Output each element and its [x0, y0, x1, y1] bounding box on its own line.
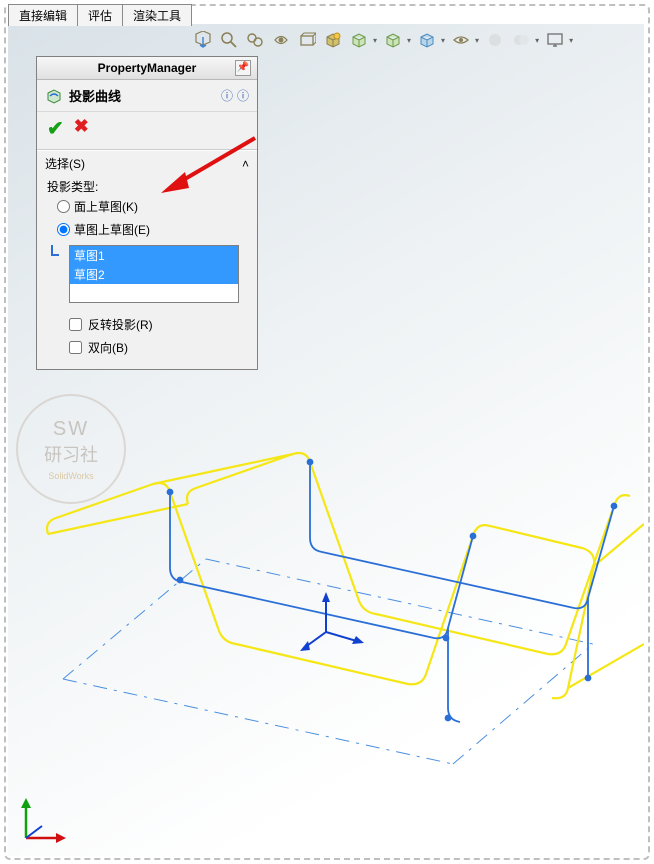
- checkbox-reverse-label: 反转投影(R): [88, 316, 153, 333]
- property-manager-panel: PropertyManager 📌 投影曲线 ⓘ ⓘ ✔ ✖ 选择(S) ˄ 投…: [36, 56, 258, 370]
- checkbox-bidir-input[interactable]: [69, 341, 82, 354]
- cancel-button[interactable]: ✖: [74, 116, 89, 141]
- help2-icon[interactable]: ⓘ: [237, 87, 249, 104]
- watermark: SW 研习社 SolidWorks: [16, 394, 126, 504]
- dropdown-icon[interactable]: ▾: [475, 36, 479, 45]
- panel-title: PropertyManager 📌: [37, 57, 257, 80]
- view-toolbar: ▾ ▾ ▾ ▾ ▾ ▾: [193, 30, 573, 50]
- appearance-icon[interactable]: [485, 30, 505, 50]
- panel-title-text: PropertyManager: [98, 61, 197, 75]
- callout-arrow: [155, 128, 265, 208]
- section-view-icon[interactable]: [271, 30, 291, 50]
- watermark-line2: 研习社: [44, 441, 98, 467]
- zoom-area-icon[interactable]: [219, 30, 239, 50]
- box1-icon[interactable]: [349, 30, 369, 50]
- screen-icon[interactable]: [545, 30, 565, 50]
- checkbox-bidir-label: 双向(B): [88, 339, 128, 356]
- watermark-line1: SW: [53, 418, 89, 441]
- section-title: 选择(S): [45, 155, 85, 172]
- feature-name: 投影曲线: [69, 86, 217, 105]
- projected-curve-icon: [45, 87, 63, 105]
- help-icon[interactable]: ⓘ: [221, 87, 233, 104]
- sketch-list-icon: [49, 241, 67, 259]
- checkbox-bidir[interactable]: 双向(B): [47, 336, 247, 359]
- list-item[interactable]: 草图1: [70, 246, 238, 265]
- radio-face-sketch-label: 面上草图(K): [74, 198, 138, 215]
- hide-show-icon[interactable]: [451, 30, 471, 50]
- checkbox-reverse[interactable]: 反转投影(R): [47, 313, 247, 336]
- pin-icon[interactable]: 📌: [235, 60, 251, 76]
- scene-icon[interactable]: [511, 30, 531, 50]
- box2-icon[interactable]: [383, 30, 403, 50]
- prev-view-icon[interactable]: [245, 30, 265, 50]
- tab-evaluate[interactable]: 评估: [77, 4, 123, 26]
- checkbox-reverse-input[interactable]: [69, 318, 82, 331]
- radio-sketch-sketch-label: 草图上草图(E): [74, 221, 150, 238]
- command-tabs: 直接编辑 评估 渲染工具: [8, 4, 191, 26]
- dropdown-icon[interactable]: ▾: [441, 36, 445, 45]
- tab-render-tools[interactable]: 渲染工具: [122, 4, 192, 26]
- feature-header: 投影曲线 ⓘ ⓘ: [37, 80, 257, 112]
- ok-button[interactable]: ✔: [47, 116, 64, 141]
- radio-sketch-sketch-input[interactable]: [57, 223, 70, 236]
- zoom-fit-icon[interactable]: [193, 30, 213, 50]
- watermark-line3: SolidWorks: [48, 471, 93, 481]
- dropdown-icon[interactable]: ▾: [407, 36, 411, 45]
- dropdown-icon[interactable]: ▾: [373, 36, 377, 45]
- dropdown-icon[interactable]: ▾: [569, 36, 573, 45]
- sketch-listbox[interactable]: 草图1 草图2: [69, 245, 239, 303]
- list-item[interactable]: 草图2: [70, 265, 238, 284]
- radio-sketch-sketch[interactable]: 草图上草图(E): [47, 218, 247, 241]
- view-orient-icon[interactable]: [297, 30, 317, 50]
- display-style-icon[interactable]: [323, 30, 343, 50]
- dropdown-icon[interactable]: ▾: [535, 36, 539, 45]
- box3-icon[interactable]: [417, 30, 437, 50]
- radio-face-sketch-input[interactable]: [57, 200, 70, 213]
- axis-triad: [18, 796, 68, 846]
- tab-direct-edit[interactable]: 直接编辑: [8, 4, 78, 26]
